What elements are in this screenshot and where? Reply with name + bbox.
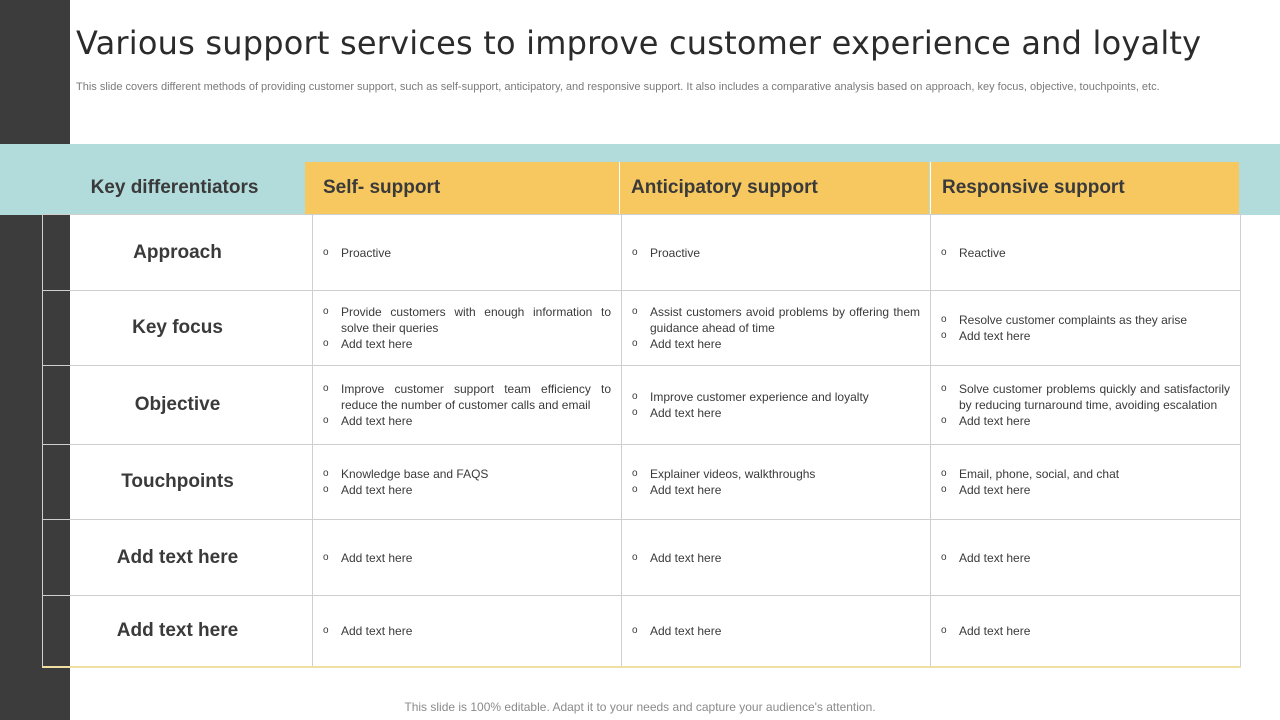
table-cell: Assist customers avoid problems by offer… [621, 290, 931, 366]
header-divider [930, 162, 931, 214]
bullet-item: Improve customer support team efficiency… [323, 381, 611, 413]
bullet-item: Add text here [632, 336, 920, 352]
bullet-list: Add text here [622, 550, 930, 566]
footer-note: This slide is 100% editable. Adapt it to… [404, 700, 876, 714]
header-self-support: Self- support [305, 162, 619, 214]
table-row: TouchpointsKnowledge base and FAQSAdd te… [42, 444, 1241, 520]
header-key-differentiators: Key differentiators [90, 177, 259, 198]
row-label: Key focus [42, 290, 313, 366]
bullet-list: Resolve customer complaints as they aris… [931, 312, 1240, 344]
row-label: Objective [42, 365, 313, 445]
bullet-list: Improve customer experience and loyaltyA… [622, 389, 930, 421]
table-row: Add text here Add text here Add text here A… [42, 519, 1241, 596]
bullet-item: Solve customer problems quickly and sati… [941, 381, 1230, 413]
row-label: Touchpoints [42, 444, 313, 520]
bullet-item: Add text here [323, 413, 611, 429]
bullet-item: Proactive [323, 245, 611, 261]
table-cell: Reactive [930, 214, 1241, 291]
bullet-item: Add text here [941, 328, 1230, 344]
bullet-list: Add text here [622, 623, 930, 639]
bullet-list: Knowledge base and FAQSAdd text here [313, 466, 621, 498]
bullet-list: Assist customers avoid problems by offer… [622, 304, 930, 352]
table-cell: Add text here [312, 595, 622, 668]
table-cell: Explainer videos, walkthroughsAdd text h… [621, 444, 931, 520]
bullet-item: Add text here [632, 405, 920, 421]
bullet-item: Add text here [941, 623, 1230, 639]
table-row: Key focus Provide customers with enough i… [42, 290, 1241, 366]
bullet-list: Email, phone, social, and chatAdd text h… [931, 466, 1240, 498]
bullet-item: Provide customers with enough informatio… [323, 304, 611, 336]
bullet-item: Add text here [632, 550, 920, 566]
table-cell: Proactive [312, 214, 622, 291]
table-row: Add text here Add text here Add text here A… [42, 595, 1241, 668]
bullet-item: Resolve customer complaints as they aris… [941, 312, 1230, 328]
header-responsive-support: Responsive support [931, 162, 1239, 214]
bullet-item: Add text here [941, 413, 1230, 429]
row-label: Add text here [42, 519, 313, 596]
bullet-list: Proactive [622, 245, 930, 261]
bullet-list: Reactive [931, 245, 1240, 261]
bullet-list: Proactive [313, 245, 621, 261]
page-title: Various support services to improve cust… [76, 24, 1202, 62]
bullet-item: Add text here [323, 623, 611, 639]
bullet-item: Email, phone, social, and chat [941, 466, 1230, 482]
table-cell: Add text here [930, 595, 1241, 668]
bullet-item: Add text here [941, 550, 1230, 566]
header-anticipatory-support: Anticipatory support [620, 162, 929, 214]
table-cell: Improve customer support team efficiency… [312, 365, 622, 445]
table-cell: Solve customer problems quickly and sati… [930, 365, 1241, 445]
table-cell: Add text here [312, 519, 622, 596]
bullet-list: Add text here [313, 623, 621, 639]
bullet-list: Solve customer problems quickly and sati… [931, 381, 1240, 429]
bullet-list: Add text here [931, 550, 1240, 566]
page-subtitle: This slide covers different methods of p… [76, 81, 1160, 93]
table-row: Approach Proactive Proactive Reactive [42, 214, 1241, 291]
bullet-list: Provide customers with enough informatio… [313, 304, 621, 352]
bullet-item: Assist customers avoid problems by offer… [632, 304, 920, 336]
table-row: Objective Improve customer support team e… [42, 365, 1241, 445]
table-cell: Knowledge base and FAQSAdd text here [312, 444, 622, 520]
bullet-list: Explainer videos, walkthroughsAdd text h… [622, 466, 930, 498]
table-cell: Provide customers with enough informatio… [312, 290, 622, 366]
table-cell: Add text here [930, 519, 1241, 596]
bullet-item: Knowledge base and FAQS [323, 466, 611, 482]
bullet-item: Explainer videos, walkthroughs [632, 466, 920, 482]
bullet-item: Add text here [323, 482, 611, 498]
bullet-item: Add text here [323, 550, 611, 566]
bullet-item: Add text here [632, 623, 920, 639]
bullet-list: Add text here [931, 623, 1240, 639]
bullet-item: Add text here [323, 336, 611, 352]
bullet-list: Improve customer support team efficiency… [313, 381, 621, 429]
table-cell: Improve customer experience and loyaltyA… [621, 365, 931, 445]
bullet-item: Add text here [941, 482, 1230, 498]
header-divider [619, 162, 620, 214]
row-label: Add text here [42, 595, 313, 668]
bullet-item: Add text here [632, 482, 920, 498]
table-cell: Proactive [621, 214, 931, 291]
table-cell: Resolve customer complaints as they aris… [930, 290, 1241, 366]
table-cell: Email, phone, social, and chatAdd text h… [930, 444, 1241, 520]
bullet-item: Proactive [632, 245, 920, 261]
table-cell: Add text here [621, 519, 931, 596]
bullet-list: Add text here [313, 550, 621, 566]
comparison-table: Approach Proactive Proactive Reactive Key fo… [42, 214, 1241, 668]
bullet-item: Reactive [941, 245, 1230, 261]
table-cell: Add text here [621, 595, 931, 668]
bullet-item: Improve customer experience and loyalty [632, 389, 920, 405]
row-label: Approach [42, 214, 313, 291]
